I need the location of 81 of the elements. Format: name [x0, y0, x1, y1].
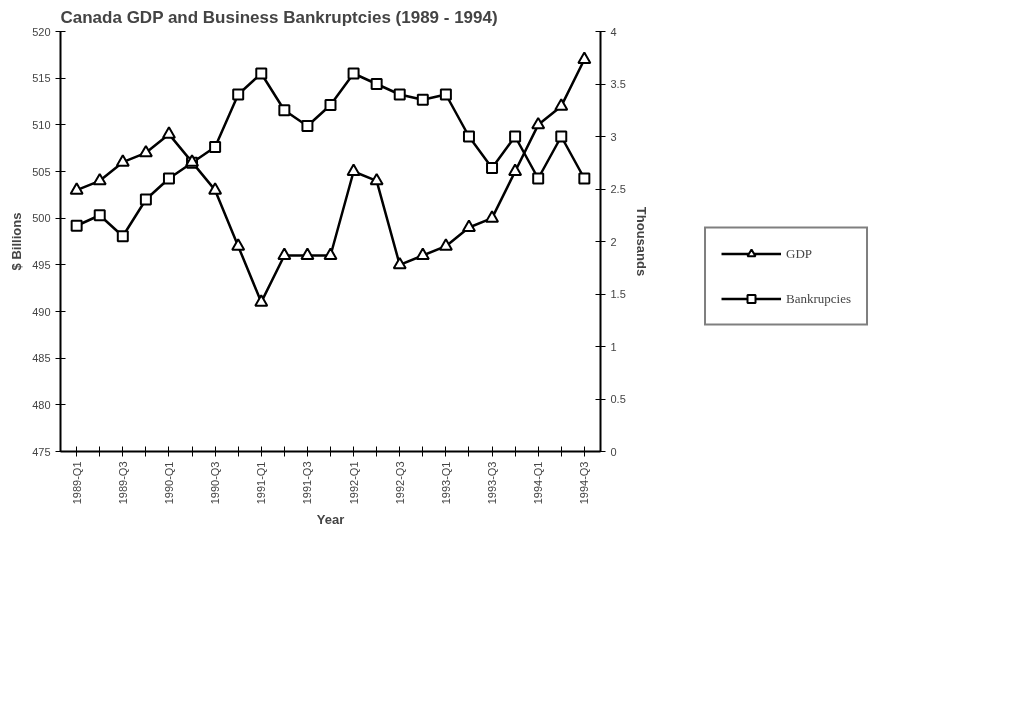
- point: [508, 163, 523, 176]
- point: [531, 116, 546, 130]
- x-tick-label: 1992-Q3: [393, 461, 406, 505]
- x-tick-label: 1994-Q3: [578, 461, 591, 505]
- y2-axis-title: Thousands: [633, 206, 649, 277]
- chart-title: Canada GDP and Business Bankruptcies (1989 - 1994): [60, 7, 498, 27]
- y2-tick-label: 2.5: [610, 183, 626, 195]
- y-tick-label: 480: [32, 398, 51, 411]
- point: [347, 67, 360, 80]
- x-tick-label: 1989-Q1: [70, 461, 83, 505]
- point: [346, 163, 361, 176]
- point: [208, 182, 223, 195]
- point: [369, 172, 384, 186]
- point: [301, 120, 314, 132]
- y-tick-label: 500: [32, 212, 51, 225]
- point: [554, 98, 569, 111]
- point: [509, 130, 522, 143]
- x-axis-title: Year: [316, 512, 345, 528]
- point: [370, 78, 383, 90]
- y2-tick-label: 3.5: [610, 78, 626, 90]
- x-tick-label: 1991-Q3: [301, 461, 314, 505]
- point: [555, 130, 568, 143]
- point: [438, 238, 453, 251]
- y-tick-label: 490: [32, 305, 51, 318]
- y-tick-label: 485: [32, 352, 51, 365]
- point: [300, 247, 315, 260]
- point: [392, 256, 407, 270]
- point: [69, 182, 84, 195]
- point: [578, 172, 591, 185]
- y2-tick-label: 2: [610, 235, 617, 248]
- point: [577, 51, 592, 64]
- y-tick-label: 475: [32, 445, 51, 458]
- point: [439, 88, 452, 101]
- point: [416, 93, 429, 106]
- y-tick-label: 495: [32, 258, 51, 271]
- point: [485, 210, 500, 223]
- x-tick-label: 1992-Q1: [347, 461, 360, 505]
- y2-tick-label: 1.5: [610, 288, 626, 300]
- y-axis-title: $ Billions: [9, 212, 25, 271]
- y2-tick-label: 4: [610, 25, 617, 38]
- point: [254, 294, 269, 307]
- point: [138, 144, 153, 158]
- legend-label: GDP: [786, 245, 813, 262]
- point: [486, 162, 499, 174]
- point: [70, 219, 83, 232]
- y2-tick-label: 3: [610, 130, 617, 143]
- y-tick-label: 505: [32, 165, 51, 178]
- legend-label: Bankrupcies: [786, 290, 851, 307]
- point: [462, 130, 475, 143]
- x-tick-label: 1993-Q3: [486, 461, 499, 505]
- x-tick-label: 1990-Q3: [209, 461, 222, 505]
- y2-tick-label: 0: [610, 445, 617, 458]
- x-tick-label: 1993-Q1: [439, 461, 452, 505]
- point: [415, 247, 430, 260]
- point: [139, 193, 152, 206]
- y-tick-label: 520: [32, 25, 51, 38]
- point: [209, 141, 222, 153]
- point: [461, 219, 476, 232]
- point: [162, 172, 175, 185]
- point: [278, 104, 291, 117]
- point: [324, 99, 337, 111]
- point: [92, 172, 107, 186]
- x-tick-label: 1994-Q1: [532, 461, 545, 505]
- point: [232, 88, 245, 101]
- point: [115, 154, 130, 167]
- point: [323, 247, 338, 260]
- x-tick-label: 1990-Q1: [162, 461, 175, 505]
- point: [532, 172, 545, 185]
- point: [277, 247, 292, 260]
- y-tick-label: 510: [32, 118, 51, 131]
- point: [116, 230, 129, 243]
- point: [93, 209, 106, 222]
- y2-tick-label: 1: [610, 340, 617, 353]
- point: [393, 88, 406, 101]
- point: [161, 126, 176, 139]
- point: [255, 67, 268, 80]
- y-tick-label: 515: [32, 72, 51, 85]
- x-tick-label: 1991-Q1: [255, 461, 268, 505]
- x-tick-label: 1989-Q3: [116, 461, 129, 505]
- point: [231, 238, 246, 251]
- y2-tick-label: 0.5: [610, 393, 626, 405]
